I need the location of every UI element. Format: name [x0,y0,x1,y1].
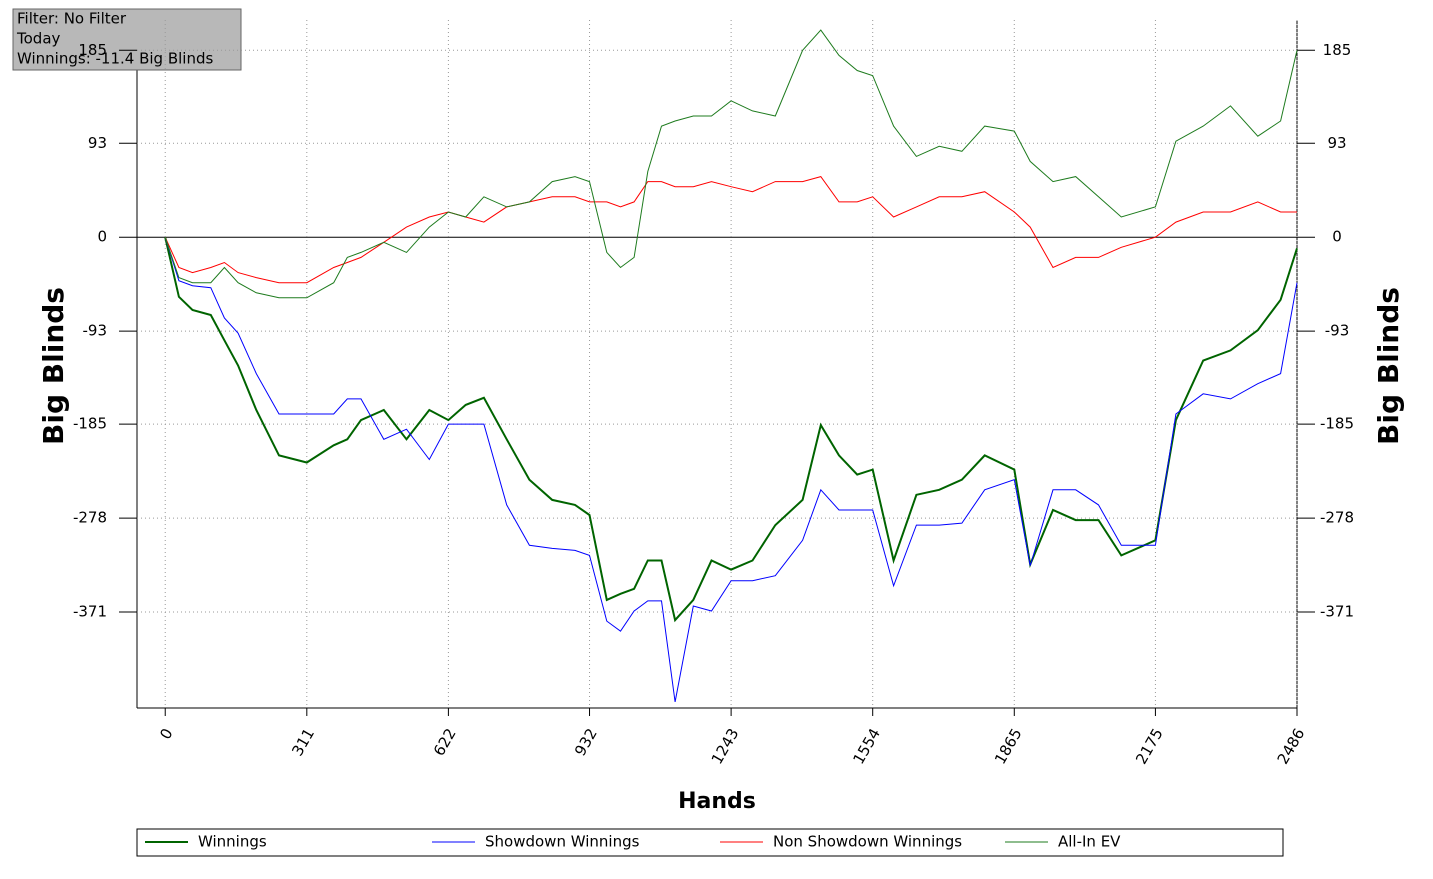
y2-tick-label: -278 [1320,509,1354,527]
legend-label: Showdown Winnings [485,833,640,851]
y2-tick-label: 0 [1332,228,1342,246]
y-tick-label: -185 [73,415,107,433]
info-box: Filter: No Filter Today Winnings: -11.4 Bi… [12,8,242,71]
legend-label: Non Showdown Winnings [773,833,962,851]
x-axis-title: Hands [678,789,756,814]
y2-tick-label: -371 [1320,603,1354,621]
info-text: Winnings: -11.4 Big Blinds [17,50,213,68]
info-box-bg [12,8,242,71]
y2-axis-title: Big Blinds [1372,287,1405,445]
series-line [164,176,1297,284]
y-tick-label: 185 [78,41,107,59]
y-tick-label: -371 [73,603,107,621]
y2-tick-label: 185 [1323,41,1352,59]
y-tick-label: 93 [88,134,107,152]
legend [136,828,1284,857]
y2-tick-label: -93 [1325,322,1350,340]
series-line [164,236,1298,623]
series-line [164,29,1298,299]
y-tick-label: 0 [97,228,107,246]
series-line [164,237,1298,702]
y-axis-title: Big Blinds [37,287,70,445]
y-tick-label: -93 [83,322,108,340]
legend-label: Winnings [198,833,267,851]
legend-label: All-In EV [1058,833,1121,851]
info-text: Filter: No Filter [17,10,127,28]
y-tick-label: -278 [73,509,107,527]
y2-tick-label: -185 [1320,415,1354,433]
y2-tick-label: 93 [1327,134,1346,152]
info-text: Today [16,30,61,48]
